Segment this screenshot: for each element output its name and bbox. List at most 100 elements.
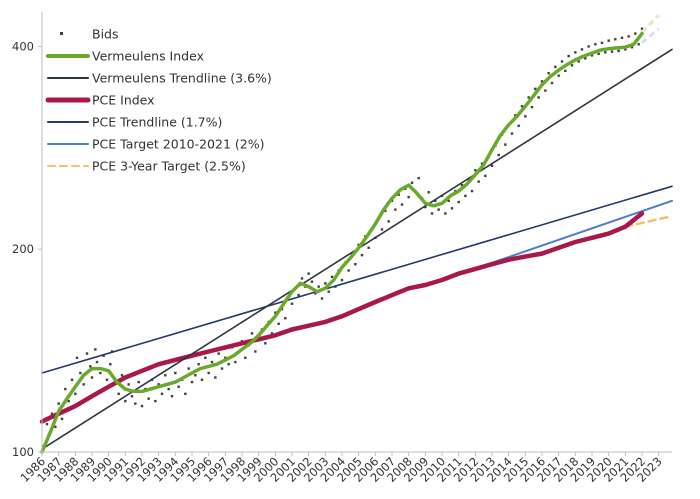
- bid-point: [217, 352, 220, 355]
- bid-point: [284, 316, 287, 320]
- legend-label: PCE Trendline (1.7%): [92, 115, 222, 130]
- legend-label: PCE Index: [92, 93, 155, 108]
- bid-point: [194, 374, 197, 377]
- bid-point: [560, 60, 564, 63]
- bid-point: [607, 39, 610, 42]
- bid-point: [410, 181, 414, 184]
- bid-point: [480, 162, 484, 165]
- bid-point: [147, 397, 150, 400]
- bid-point: [400, 203, 404, 206]
- bid-point: [67, 399, 70, 403]
- plot-area: [39, 14, 674, 454]
- bid-point: [624, 48, 627, 51]
- pce-index-line: [39, 211, 645, 424]
- bid-point: [444, 212, 447, 215]
- bid-point: [614, 38, 617, 41]
- bid-point: [380, 228, 384, 231]
- bid-point: [270, 332, 274, 335]
- bid-point: [184, 392, 187, 396]
- bid-point: [124, 399, 127, 403]
- bid-point: [640, 27, 644, 30]
- bid-point: [190, 380, 194, 384]
- bid-point: [204, 356, 207, 359]
- bid-point: [134, 402, 137, 405]
- legend-item-vermeulens-trend: Vermeulens Trendline (3.6%): [47, 71, 272, 86]
- bid-point: [634, 32, 637, 35]
- bid-point: [50, 412, 54, 415]
- bid-point: [597, 52, 600, 56]
- legend-item-pce-3yr: PCE 3-Year Target (2.5%): [47, 159, 246, 174]
- bid-point: [630, 45, 634, 49]
- bid-point: [540, 80, 544, 83]
- bid-point: [564, 69, 567, 73]
- bid-point: [424, 205, 427, 209]
- bid-point: [430, 212, 434, 215]
- bid-point: [160, 392, 164, 396]
- bid-point: [574, 51, 577, 54]
- bid-point: [620, 36, 624, 40]
- bid-point: [137, 380, 140, 384]
- bid-point: [464, 194, 467, 198]
- bid-point: [170, 395, 174, 398]
- bid-point: [200, 378, 204, 381]
- bid-point: [417, 176, 420, 180]
- bid-point: [497, 153, 500, 157]
- pce-trend-line: [41, 185, 673, 374]
- y-tick-label: 400: [12, 39, 34, 53]
- bid-point: [117, 392, 120, 396]
- bid-point: [130, 395, 134, 398]
- bid-point: [534, 87, 537, 91]
- faded-light-green-mark: [640, 14, 660, 34]
- bid-point: [324, 282, 327, 285]
- bid-point: [75, 356, 79, 359]
- bid-point: [387, 220, 390, 223]
- bid-point: [547, 72, 550, 75]
- bid-point: [79, 371, 82, 375]
- bid-point: [234, 360, 237, 364]
- bid-point: [520, 105, 524, 108]
- bid-point: [360, 253, 364, 257]
- bid-point: [474, 169, 477, 172]
- bid-point: [514, 114, 517, 117]
- legend-label: Vermeulens Index: [92, 49, 204, 64]
- bid-point: [154, 399, 157, 403]
- bid-point: [54, 425, 57, 428]
- bid-point: [357, 243, 360, 247]
- bid-point: [277, 322, 280, 325]
- bids-series: [42, 27, 644, 448]
- bid-point: [327, 290, 330, 293]
- bid-point: [537, 96, 540, 99]
- bid-point: [274, 311, 277, 314]
- bid-point: [89, 365, 92, 368]
- bid-point: [610, 50, 614, 53]
- bid-point: [490, 164, 494, 168]
- bid-point: [264, 342, 267, 345]
- bid-point: [157, 383, 160, 386]
- bid-point: [224, 356, 227, 359]
- bid-point: [164, 374, 167, 377]
- bid-point: [45, 422, 49, 426]
- legend: Bids Vermeulens Index Vermeulens Trendline…: [45, 27, 272, 174]
- bid-point: [510, 132, 514, 135]
- bid-point: [307, 272, 310, 275]
- bid-point: [340, 278, 344, 282]
- bid-point: [594, 43, 597, 46]
- bid-point: [347, 269, 350, 272]
- legend-label: PCE Target 2010-2021 (2%): [92, 137, 264, 152]
- bid-point: [577, 60, 580, 63]
- y-tick-label: 100: [12, 445, 34, 459]
- bid-point: [617, 49, 620, 53]
- legend-item-pce-target: PCE Target 2010-2021 (2%): [47, 137, 264, 152]
- bid-point: [105, 378, 109, 381]
- faded-light-blue-mark: [641, 27, 660, 44]
- bid-point: [587, 45, 590, 48]
- bid-point: [517, 124, 520, 127]
- bid-point: [460, 183, 464, 187]
- bid-point: [397, 193, 400, 196]
- bid-point: [527, 96, 530, 99]
- bid-point: [450, 207, 454, 210]
- bid-point: [580, 48, 584, 51]
- bid-point: [637, 43, 640, 46]
- bid-point: [70, 378, 74, 381]
